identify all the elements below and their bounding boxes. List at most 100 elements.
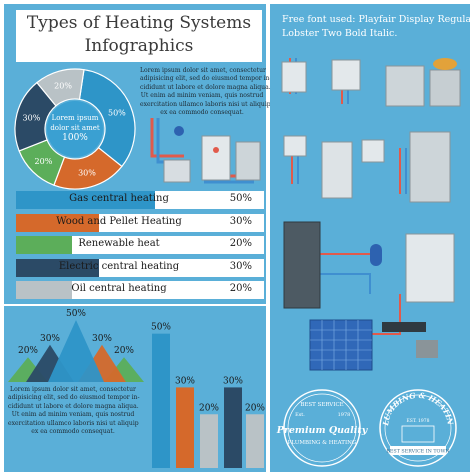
donut-slice-label: 50% [108,109,126,118]
mountain-label: 20% [18,346,38,356]
lorem-text-bottom: Lorem ipsum dolor sit amet, consectetur a… [8,386,140,436]
hbar-row: Renewable heat 20% [16,236,264,254]
mountain-label: 30% [40,334,60,344]
premium-quality-badge: BEST SERVICE Est. 1978 Premium Quality P… [276,389,369,467]
floor-heater [409,131,451,203]
hbar-row: Gas central heating 50% [16,191,264,209]
lorem-top-line: ex ea commodo consequat. [160,109,244,117]
mountain-chart: 20%30%50%30%20% [8,309,144,382]
hbar-fill [16,236,72,254]
solar-panels [309,319,373,371]
vbar-label: 20% [245,403,265,413]
hbar-row: Oil central heating 20% [16,281,264,299]
vbar-label: 30% [175,376,195,386]
lorem-bottom-line: adipisicing elit, sed do eiusmod tempor … [8,394,140,402]
font-note-line-2: Lobster Two Bold Italic. [282,28,398,39]
hbar-fill [16,281,72,299]
floor-boiler [385,65,425,107]
vbar [246,414,264,468]
equipment-illustrations [281,58,461,371]
lorem-bottom-line: Lorem ipsum dolor sit amet, consectetur [10,386,136,393]
donut-slice [78,68,136,168]
hbar-label: Renewable heat [78,238,160,249]
donut-center-label: dolor sit amet [50,124,100,132]
donut-chart: 50% 30% 20% 30% 20% Lorem ipsum dolor sit amet… [14,68,136,190]
radiator-panel [283,221,321,309]
hbar-label: Gas central heating [69,193,169,204]
vbar [200,414,218,468]
hbar-value: 20% [229,283,252,294]
hbar-label: Electric central heating [58,260,180,272]
boiler-illustration [150,118,261,184]
water-heater [235,141,261,181]
boiler-small [163,159,191,183]
lorem-bottom-line: ex ea commodo consequat. [31,428,115,436]
hot-water-cylinder [405,233,455,303]
hbar-fill [16,191,155,209]
donut-slice-label: 20% [54,82,72,91]
vbar-label: 20% [199,403,219,413]
vbar-label: 50% [151,323,171,333]
donut-slice-label: 30% [23,114,41,123]
hbar-value: 30% [229,215,252,227]
wall-boiler-2 [331,59,361,91]
lorem-top-line: Ut enim ad minim veniam, quis nostrud [140,92,264,100]
hbar-row: Electric central heating 30% [16,258,264,277]
hbar-label: Oil central heating [71,283,167,294]
mountain-label: 50% [66,309,86,319]
badge2-ribbon [390,446,446,455]
pellet-pile [433,58,457,70]
lorem-top-line: Lorem ipsum dolor sit amet, consectetur [140,67,266,74]
font-note-line-1: Free font used: Playfair Display Regular… [282,14,474,25]
vbar [224,387,242,468]
donut-slice [36,68,85,107]
badge2-est: EST. 1978 [406,418,429,424]
page-subtitle: Infographics [84,36,194,56]
lorem-bottom-line: exercitation ullamco laboris nisi ut ali… [8,419,139,427]
lorem-top-line: cididunt ut labore et dolore magna aliqu… [140,83,271,91]
storage-tank [321,141,353,199]
badge-premium-quality: Premium Quality [276,425,369,436]
badge2-ribbon-text: BEST SERVICE IN TOWN [386,449,449,455]
hbar-label: Wood and Pellet Heating [56,215,182,227]
left-bottom-panel: 20% 30% 50% 30% 20% 50% 30% 20% 30% 20% Lorem ip… [4,306,266,472]
vbar [176,387,194,468]
badge-plumbing-heating: PLUMBING & HEATING [288,440,357,446]
right-panel: Free font used: Playfair Display Regular… [270,4,474,472]
donut-center-label: 100% [62,133,88,143]
badges: BEST SERVICE Est. 1978 Premium Quality P… [270,386,457,467]
hbar-value: 20% [229,238,252,249]
donut-center [47,101,103,157]
vbar-label: 30% [223,376,243,386]
badge-est: Est. [295,412,305,418]
hbar-fill [16,213,100,232]
gauge-icon [213,147,219,153]
hbar-value: 50% [229,193,252,204]
hbar-fill [16,258,100,277]
mountain-label: 20% [114,346,134,356]
badge2-boiler-icon [401,425,435,443]
hbar-value: 30% [229,260,252,272]
lorem-text-top: Lorem ipsum dolor sit amet, consectetur a… [140,67,272,117]
lorem-top-line: adipisicing elit, sed do eiusmod tempor … [140,75,272,83]
wall-boiler-1 [281,61,307,93]
wall-boiler-4 [361,139,385,163]
badge-best-service: BEST SERVICE [300,402,343,408]
expansion-vessel [370,244,382,266]
page-title: Types of Heating Systems [26,13,252,33]
lorem-bottom-line: cididunt ut labore et dolore magna aliqu… [8,402,139,410]
donut-slice-label: 20% [35,157,53,166]
batteries [382,322,426,332]
lorem-top-line: exercitation ullamco laboris nisi ut ali… [140,100,271,108]
pellet-boiler [429,69,461,107]
expansion-tank [174,126,184,136]
wall-boiler-3 [283,135,307,157]
badge-year: 1978 [338,412,351,418]
mountain-label: 30% [92,334,112,344]
donut-slice-label: 30% [78,168,96,177]
mountain-peak [48,320,104,382]
hbar-row: Wood and Pellet Heating 30% [16,213,264,232]
boiler-tank [201,135,231,181]
left-top-panel: Types of Heating Systems Infographics 50… [4,4,272,304]
